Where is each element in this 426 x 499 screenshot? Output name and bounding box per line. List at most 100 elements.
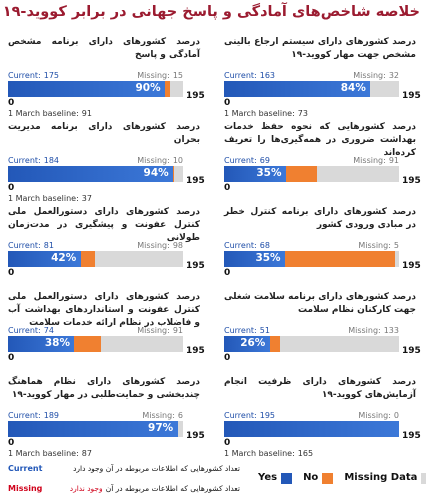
axis-min: 0 (8, 183, 15, 193)
axis-max: 195 (402, 91, 421, 101)
missing-label: Missing: 15 (123, 71, 183, 80)
axis-max: 195 (186, 431, 205, 441)
indicator-text: درصد کشورهای دارای نظام هماهنگ چندبخشی و… (8, 377, 200, 400)
page-title: خلاصه شاخص‌های آمادگی و پاسخ جهانی در بر… (2, 4, 420, 20)
baseline-label: 1 March baseline: 165 (224, 449, 313, 458)
bar-track: 90% (8, 81, 183, 97)
percent-label: 97% (148, 422, 174, 434)
footnote-body: تعداد کشورهایی که اطلاعات مربوطه در آن و… (73, 464, 240, 473)
current-label: Current: 189 (8, 411, 59, 420)
axis-min: 0 (224, 353, 231, 363)
bar-track: 35% (224, 166, 399, 182)
current-value: 163 (259, 71, 276, 80)
missing-value: 10 (172, 156, 183, 165)
axis-min: 0 (8, 438, 15, 448)
missing-key: Missing: (137, 326, 170, 335)
missing-value: 0 (393, 411, 399, 420)
current-label: Current: 51 (224, 326, 270, 335)
missing-key: Missing: (137, 156, 170, 165)
missing-segment (101, 336, 183, 352)
indicator-text: درصد کشورهای دارای برنامه سلامت شغلی جهت… (224, 292, 416, 315)
missing-key: Missing: (358, 411, 391, 420)
current-key: Current: (8, 411, 41, 420)
missing-label: Missing: 5 (339, 241, 399, 250)
missing-label: Missing: 10 (123, 156, 183, 165)
current-label: Current: 74 (8, 326, 54, 335)
baseline-value: 37 (81, 194, 92, 203)
current-value: 51 (259, 326, 270, 335)
axis-min: 0 (224, 98, 231, 108)
legend-label: Yes (258, 472, 278, 483)
missing-segment (394, 251, 399, 267)
current-key: Current: (8, 156, 41, 165)
missing-label: Missing: 32 (339, 71, 399, 80)
current-label: Current: 69 (224, 156, 270, 165)
current-label: Current: 163 (224, 71, 275, 80)
percent-label: 26% (240, 337, 266, 349)
yes-segment (8, 336, 75, 352)
missing-key: Missing: (137, 241, 170, 250)
axis-min: 0 (224, 183, 231, 193)
missing-label: Missing: 98 (123, 241, 183, 250)
footnote-highlight: وجود ندارد (69, 484, 103, 493)
missing-value: 6 (177, 411, 183, 420)
missing-value: 91 (388, 156, 399, 165)
footnote-text: تعداد کشورهایی که اطلاعات مربوطه در آن و… (50, 464, 240, 473)
missing-key: Missing: (353, 156, 386, 165)
missing-value: 15 (172, 71, 183, 80)
baseline-value: 87 (81, 449, 92, 458)
axis-min: 0 (224, 268, 231, 278)
missing-segment (370, 81, 399, 97)
current-value: 189 (43, 411, 60, 420)
missing-label: Missing: 133 (339, 326, 399, 335)
baseline-label: 1 March baseline: 87 (8, 449, 92, 458)
axis-min: 0 (224, 438, 231, 448)
footnote-text: تعداد کشورهایی که اطلاعات مربوطه در آنوج… (50, 484, 240, 493)
current-label: Current: 184 (8, 156, 59, 165)
current-key: Current: (8, 71, 41, 80)
missing-key: Missing: (142, 411, 175, 420)
baseline-key: 1 March baseline: (8, 194, 79, 203)
current-key: Current: (224, 241, 257, 250)
missing-value: 5 (393, 241, 399, 250)
current-value: 195 (259, 411, 276, 420)
missing-key: Missing: (353, 71, 386, 80)
yes-segment (8, 421, 178, 437)
axis-max: 195 (402, 261, 421, 271)
axis-max: 195 (402, 346, 421, 356)
bar-track: 97% (8, 421, 183, 437)
axis-max: 195 (402, 431, 421, 441)
missing-value: 32 (388, 71, 399, 80)
baseline-key: 1 March baseline: (8, 449, 79, 458)
current-key: Current: (224, 326, 257, 335)
baseline-key: 1 March baseline: (224, 449, 295, 458)
indicator-text: درصد کشورهای دارای سیستم ارجاع بالینی مش… (224, 37, 416, 60)
percent-label: 90% (135, 82, 161, 94)
yes-segment (8, 166, 174, 182)
axis-max: 195 (402, 176, 421, 186)
bar-track: 26% (224, 336, 399, 352)
legend-label: No (303, 472, 319, 483)
current-label: Current: 175 (8, 71, 59, 80)
current-key: Current: (224, 71, 257, 80)
axis-min: 0 (8, 98, 15, 108)
baseline-value: 91 (81, 109, 92, 118)
axis-min: 0 (8, 353, 15, 363)
bar-track (224, 421, 399, 437)
current-value: 68 (259, 241, 270, 250)
current-label: Current: 68 (224, 241, 270, 250)
percent-label: 94% (143, 167, 169, 179)
current-value: 74 (43, 326, 54, 335)
yes-segment (224, 81, 371, 97)
indicator-text: درصد کشورهای دارای برنامه کنترل خطر در م… (224, 207, 416, 230)
baseline-label: 1 March baseline: 91 (8, 109, 92, 118)
legend-swatch (421, 473, 426, 484)
missing-label: Missing: 91 (339, 156, 399, 165)
axis-max: 195 (186, 91, 205, 101)
missing-segment (174, 166, 183, 182)
indicator-text: درصد کشورهایی که نحوه حفظ خدمات بهداشت ض… (224, 122, 416, 158)
bar-track: 38% (8, 336, 183, 352)
missing-key: Missing: (137, 71, 170, 80)
missing-key: Missing: (348, 326, 381, 335)
